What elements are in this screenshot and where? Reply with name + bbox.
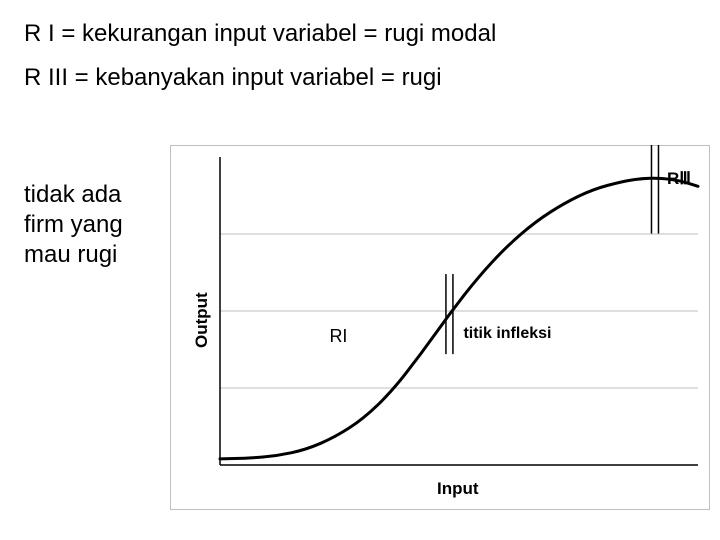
production-chart: Output Input titik infleksiRIRⅡRⅢ <box>170 145 710 510</box>
definition-line-1: R I = kekurangan input variabel = rugi m… <box>24 20 496 48</box>
axis-label-input: Input <box>437 479 479 499</box>
chart-svg: titik infleksiRIRⅡRⅢ <box>170 145 710 510</box>
side-caption-line-2: firm yang <box>24 210 123 240</box>
definition-line-2: R III = kebanyakan input variabel = rugi <box>24 64 442 92</box>
svg-text:titik infleksi: titik infleksi <box>463 325 551 342</box>
svg-text:RI: RI <box>329 326 347 346</box>
axis-label-output: Output <box>192 292 212 348</box>
side-caption-line-3: mau rugi <box>24 240 123 270</box>
svg-text:RⅢ: RⅢ <box>667 169 691 188</box>
side-caption-line-1: tidak ada <box>24 180 123 210</box>
side-caption: tidak ada firm yang mau rugi <box>24 180 123 270</box>
